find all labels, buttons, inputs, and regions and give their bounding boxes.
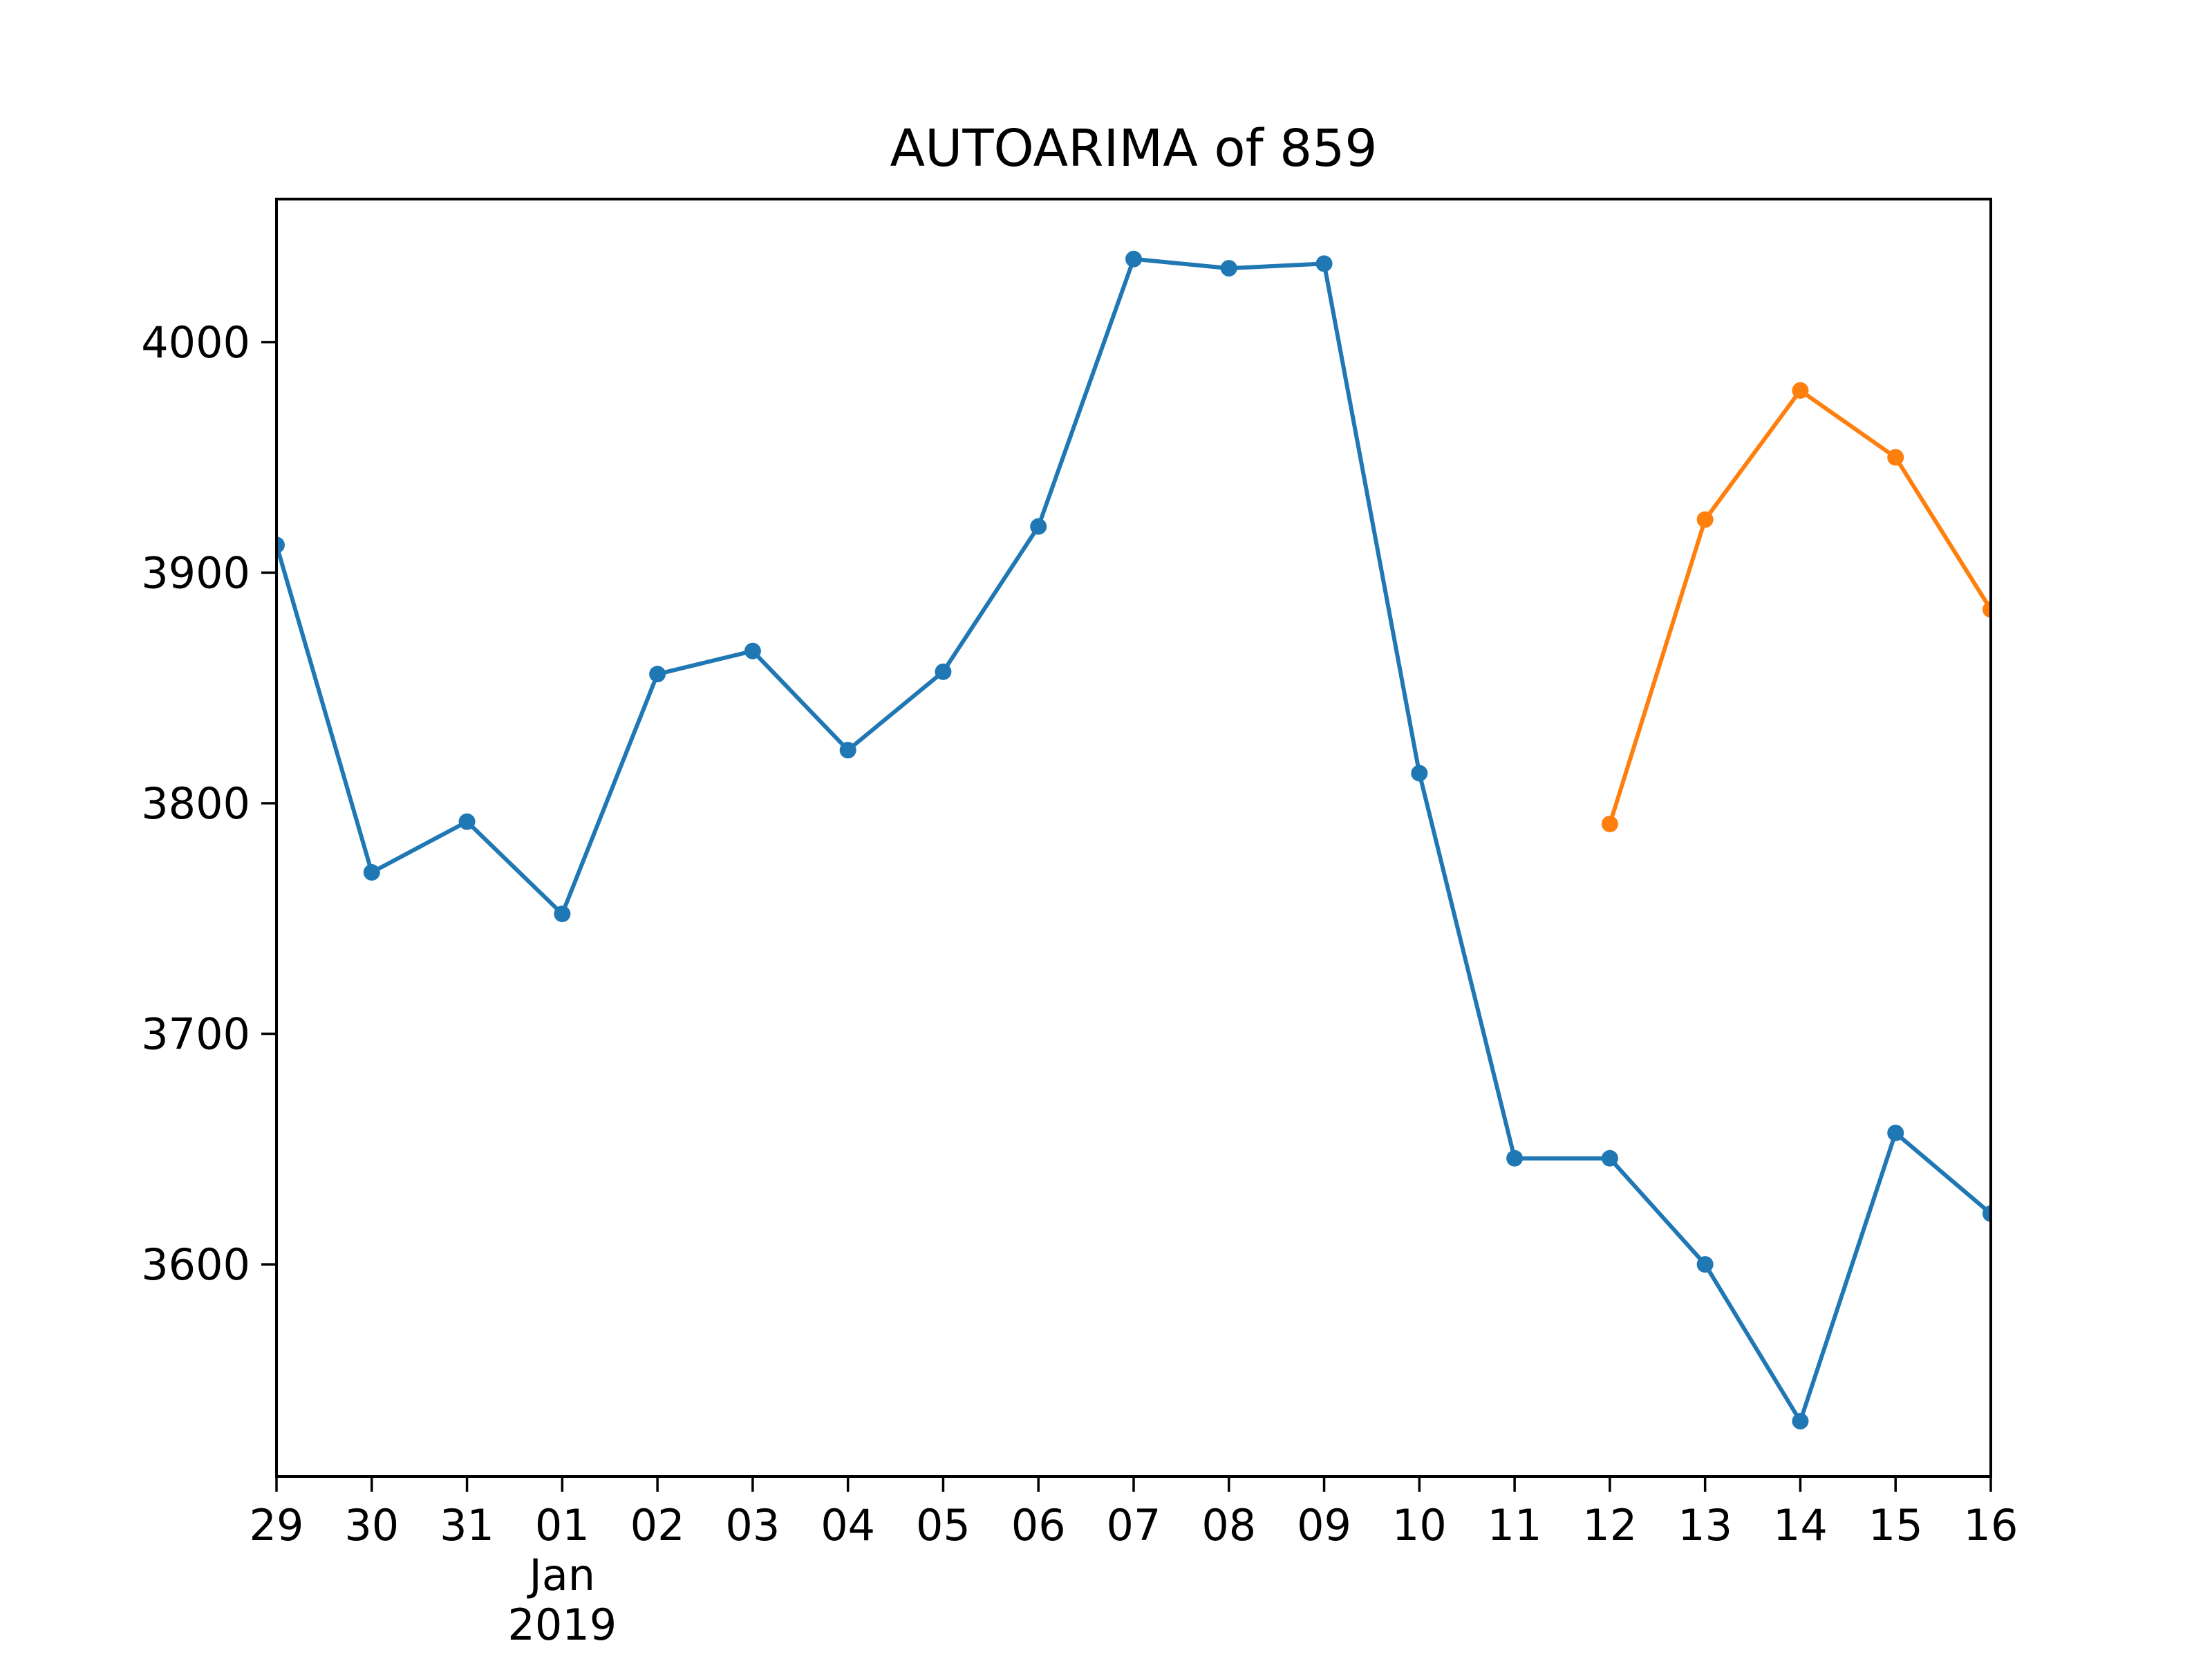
data-point [1887, 449, 1904, 466]
x-axis: 29 30 31 01 02 03 04 05 06 07 08 09 10 11 12 13 14 15 16 Ja… [250, 1477, 2018, 1650]
x-tick-label: 03 [725, 1500, 780, 1550]
x-tick-label: 05 [916, 1500, 971, 1550]
data-point [1601, 815, 1618, 832]
data-point [1983, 601, 1991, 618]
x-tick-label: 06 [1011, 1500, 1066, 1550]
chart-title: AUTOARIMA of 859 [890, 119, 1378, 178]
data-point [839, 742, 856, 759]
data-point [1696, 511, 1714, 528]
data-point [649, 666, 666, 683]
data-point [1887, 1124, 1904, 1141]
x-tick-label: 10 [1392, 1500, 1447, 1550]
data-point [1411, 765, 1428, 782]
x-tick-label: 15 [1868, 1500, 1923, 1550]
data-point [744, 642, 761, 659]
y-tick-label: 3600 [141, 1239, 250, 1290]
data-point [1792, 1412, 1809, 1430]
data-point [1030, 518, 1047, 535]
data-point [1315, 255, 1333, 272]
data-point [935, 663, 952, 680]
x-tick-label: 12 [1582, 1500, 1637, 1550]
data-point [554, 906, 571, 923]
x-tick-label: 16 [1964, 1500, 2018, 1550]
x-tick-label: 11 [1488, 1500, 1542, 1550]
x-tick-label: 01 [535, 1500, 590, 1550]
x-tick-label: 14 [1773, 1500, 1828, 1550]
x-tick-label: 04 [821, 1500, 875, 1550]
y-tick-label: 4000 [141, 317, 250, 368]
x-tick-label: 30 [344, 1500, 399, 1550]
plot-area [275, 198, 1992, 1478]
data-point [1220, 260, 1237, 277]
data-point [1125, 250, 1142, 268]
data-point [276, 536, 285, 554]
data-point [1696, 1256, 1714, 1273]
y-tick-label: 3800 [141, 778, 250, 829]
x-secondary-label: 2019 [507, 1600, 617, 1650]
x-tick-label: 31 [440, 1500, 494, 1550]
series-1 [1601, 382, 1991, 832]
data-point [1506, 1150, 1524, 1167]
x-secondary-label: Jan [527, 1550, 596, 1600]
y-tick-label: 3900 [141, 547, 250, 598]
series-layer [276, 250, 1991, 1430]
x-tick-label: 08 [1201, 1500, 1256, 1550]
x-tick-label: 02 [630, 1500, 685, 1550]
x-tick-label: 07 [1107, 1500, 1161, 1550]
data-point [458, 813, 476, 830]
data-point [1983, 1205, 1991, 1222]
x-tick-label: 29 [250, 1500, 304, 1550]
y-tick-label: 3700 [141, 1009, 250, 1060]
series-0 [276, 250, 1991, 1430]
data-point [1601, 1150, 1618, 1167]
data-point [363, 864, 380, 881]
y-axis: 3600 3700 3800 3900 4000 [141, 317, 276, 1290]
x-tick-label: 09 [1297, 1500, 1351, 1550]
data-point [1792, 382, 1809, 399]
x-tick-label: 13 [1678, 1500, 1732, 1550]
